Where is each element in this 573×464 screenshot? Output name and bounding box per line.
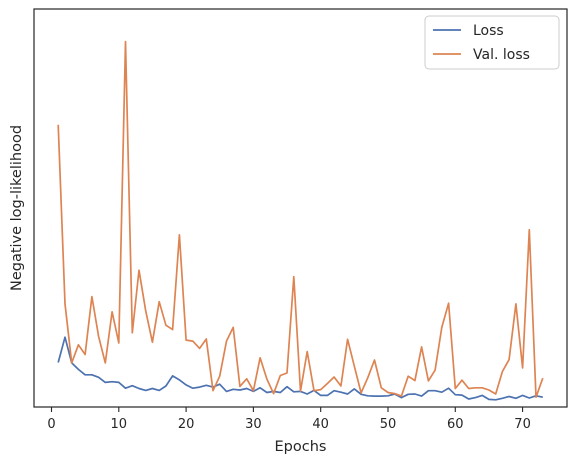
x-axis-label: Epochs (275, 439, 327, 455)
x-tick-label: 50 (380, 417, 397, 432)
plot-frame (33, 8, 568, 408)
x-tick-label: 10 (111, 417, 128, 432)
x-tick-label: 70 (514, 417, 531, 432)
x-ticks (50, 407, 524, 412)
x-tick-label: 20 (178, 417, 195, 432)
legend-label-loss: Loss (473, 23, 504, 39)
x-tick-labels: 0 10 20 30 40 50 60 70 (47, 417, 530, 432)
legend: Loss Val. loss (424, 15, 560, 70)
y-axis-label: Negative log-likelihood (9, 125, 25, 291)
series-line-val-loss (57, 40, 544, 399)
x-tick-label: 30 (245, 417, 262, 432)
series-lines (57, 40, 544, 401)
x-tick-label: 60 (447, 417, 464, 432)
x-tick-label: 40 (312, 417, 329, 432)
legend-label-val-loss: Val. loss (473, 47, 530, 63)
x-tick-label: 0 (47, 417, 55, 432)
